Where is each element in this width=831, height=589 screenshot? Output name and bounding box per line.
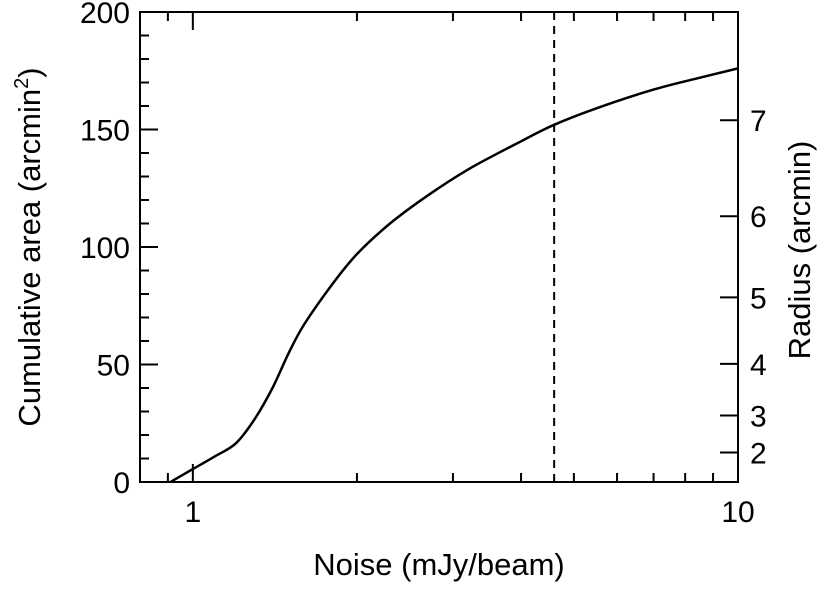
y2-tick-label: 6 — [750, 201, 767, 234]
y-axis-title-close: ) — [12, 67, 47, 77]
series-line — [169, 67, 739, 484]
x-tick-label: 1 — [184, 496, 201, 529]
y-tick-label: 200 — [80, 0, 130, 30]
ticks — [139, 11, 739, 483]
y-axis-title: Cumulative area (arcmin2) — [11, 67, 47, 426]
y-tick-label: 100 — [80, 232, 130, 265]
y-axis-title-main: Cumulative area (arcmin — [12, 89, 47, 427]
x-tick-label: 10 — [721, 496, 754, 529]
y-tick-label: 50 — [97, 350, 130, 383]
x-axis-title: Noise (mJy/beam) — [313, 547, 565, 582]
y-axis-title-sup: 2 — [11, 78, 33, 89]
y-tick-label: 0 — [113, 467, 130, 500]
y2-axis-title: Radius (arcmin) — [782, 141, 817, 360]
y2-tick-label: 4 — [750, 349, 767, 382]
y-tick-label: 150 — [80, 115, 130, 148]
y2-tick-label: 2 — [750, 437, 767, 470]
y2-tick-label: 3 — [750, 401, 767, 434]
plot-frame — [139, 11, 739, 483]
y2-tick-label: 7 — [750, 105, 767, 138]
y2-tick-label: 5 — [750, 282, 767, 315]
